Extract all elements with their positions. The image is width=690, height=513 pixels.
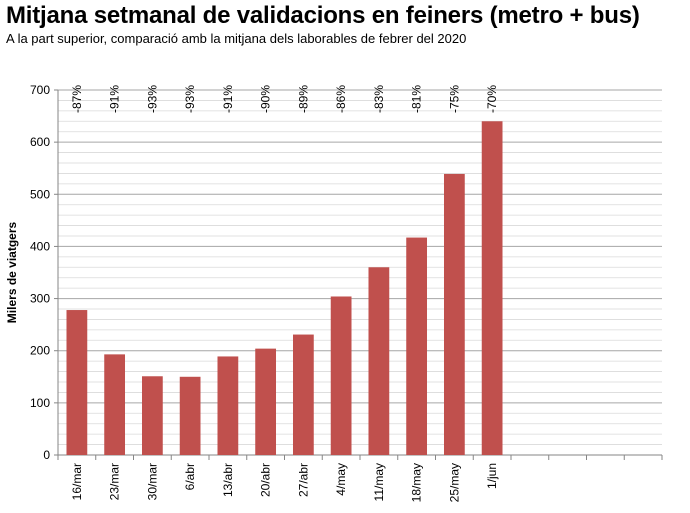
x-tick-labels: 16/mar 23/mar 30/mar 6/abr 13/abr 20/abr 27/ab… xyxy=(70,463,499,502)
x-tick-label: 16/mar xyxy=(70,463,84,500)
bar xyxy=(66,310,88,455)
grid-lines xyxy=(58,89,662,445)
y-tick-label: 100 xyxy=(30,396,50,410)
bar xyxy=(141,376,163,455)
bar xyxy=(292,334,314,455)
bar xyxy=(217,356,239,455)
y-axis-label: Milers de viatgers xyxy=(5,221,19,323)
y-tick-label: 500 xyxy=(30,187,50,201)
y-tick-label: 600 xyxy=(30,135,50,149)
y-tick-labels: 0 100 200 300 400 500 600 700 xyxy=(30,83,50,462)
x-tick-label: 11/may xyxy=(372,463,386,501)
top-percent-label: -89% xyxy=(296,85,310,113)
chart-subtitle: A la part superior, comparació amb la mi… xyxy=(6,31,467,46)
bar xyxy=(443,173,465,455)
x-tick-label: 27/abr xyxy=(296,463,310,497)
top-percent-label: -90% xyxy=(259,85,273,113)
bar xyxy=(330,296,352,455)
x-tick-label: 13/abr xyxy=(221,463,235,497)
top-percent-label: -91% xyxy=(221,85,235,113)
y-tick-label: 0 xyxy=(43,448,50,462)
y-tick-label: 200 xyxy=(30,344,50,358)
top-percent-label: -75% xyxy=(447,85,461,113)
top-percent-label: -83% xyxy=(372,85,386,113)
bar xyxy=(179,376,201,455)
bar xyxy=(368,267,390,455)
bar xyxy=(104,354,126,455)
top-percent-label: -70% xyxy=(485,85,499,113)
x-tick-label: 25/may xyxy=(447,463,461,502)
x-tick-label: 6/abr xyxy=(183,463,197,490)
bar xyxy=(255,348,277,455)
top-percent-labels: -87% -91% -93% -93% -91% -90% -89% -86% -83% -81%… xyxy=(70,85,499,113)
y-tick-label: 700 xyxy=(30,83,50,97)
top-percent-label: -91% xyxy=(108,85,122,113)
chart-title: Mitjana setmanal de validacions en feine… xyxy=(6,2,640,29)
x-tick-label: 20/abr xyxy=(259,463,273,497)
top-percent-label: -93% xyxy=(145,85,159,113)
x-tick-label: 1/jun xyxy=(485,463,499,489)
top-percent-label: -93% xyxy=(183,85,197,113)
top-percent-label: -86% xyxy=(334,85,348,113)
x-tick-label: 23/mar xyxy=(108,463,122,500)
x-tick-label: 30/mar xyxy=(145,463,159,500)
top-percent-label: -81% xyxy=(410,85,424,113)
y-tick-label: 300 xyxy=(30,292,50,306)
top-percent-label: -87% xyxy=(70,85,84,113)
bar xyxy=(406,237,428,455)
bars xyxy=(66,121,503,456)
x-tick-label: 4/may xyxy=(334,463,348,496)
y-tick-label: 400 xyxy=(30,239,50,253)
x-tick-label: 18/may xyxy=(410,463,424,502)
bar xyxy=(481,121,503,456)
